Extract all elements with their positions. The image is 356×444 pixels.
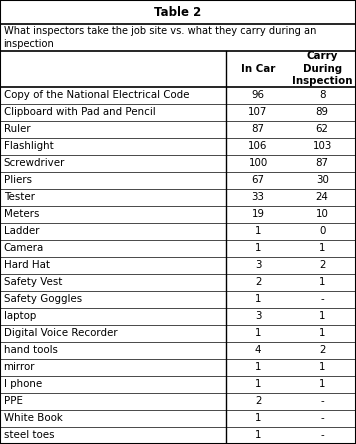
Text: -: - <box>320 431 324 440</box>
Text: 1: 1 <box>319 362 325 373</box>
Text: Flashlight: Flashlight <box>4 141 53 151</box>
Text: Table 2: Table 2 <box>155 6 201 19</box>
Text: Tester: Tester <box>4 192 35 202</box>
Text: 1: 1 <box>319 380 325 389</box>
Text: Digital Voice Recorder: Digital Voice Recorder <box>4 329 117 338</box>
Text: steel toes: steel toes <box>4 431 54 440</box>
Text: 3: 3 <box>255 260 261 270</box>
Text: 1: 1 <box>319 243 325 253</box>
Text: PPE: PPE <box>4 396 22 406</box>
Text: Screwdriver: Screwdriver <box>4 158 65 168</box>
Text: 1: 1 <box>255 380 261 389</box>
Text: Safety Vest: Safety Vest <box>4 278 62 287</box>
Text: In Car: In Car <box>241 64 275 74</box>
Text: 4: 4 <box>255 345 261 355</box>
Text: Camera: Camera <box>4 243 44 253</box>
Text: 1: 1 <box>255 226 261 236</box>
Text: 1: 1 <box>319 278 325 287</box>
Text: Carry
During
Inspection: Carry During Inspection <box>292 52 352 86</box>
Text: Copy of the National Electrical Code: Copy of the National Electrical Code <box>4 90 189 100</box>
Text: Ruler: Ruler <box>4 124 30 134</box>
Text: 30: 30 <box>316 175 329 185</box>
Text: 1: 1 <box>255 431 261 440</box>
Text: -: - <box>320 413 324 424</box>
Text: 96: 96 <box>252 90 265 100</box>
Text: 1: 1 <box>319 329 325 338</box>
Text: 62: 62 <box>316 124 329 134</box>
Text: White Book: White Book <box>4 413 62 424</box>
Text: What inspectors take the job site vs. what they carry during an
inspection: What inspectors take the job site vs. wh… <box>4 26 316 49</box>
Text: 2: 2 <box>319 345 325 355</box>
Text: 19: 19 <box>252 209 265 219</box>
Text: Meters: Meters <box>4 209 39 219</box>
Text: 24: 24 <box>316 192 329 202</box>
Text: mirror: mirror <box>4 362 35 373</box>
Text: 89: 89 <box>316 107 329 117</box>
Text: 67: 67 <box>252 175 265 185</box>
Text: laptop: laptop <box>4 311 36 321</box>
Text: 33: 33 <box>252 192 265 202</box>
Text: hand tools: hand tools <box>4 345 57 355</box>
Text: 1: 1 <box>255 362 261 373</box>
Text: 0: 0 <box>319 226 325 236</box>
Text: 1: 1 <box>255 294 261 304</box>
Text: 106: 106 <box>248 141 268 151</box>
Text: 3: 3 <box>255 311 261 321</box>
Text: 1: 1 <box>319 311 325 321</box>
Text: 2: 2 <box>255 278 261 287</box>
Text: 10: 10 <box>316 209 329 219</box>
Text: -: - <box>320 396 324 406</box>
Text: I phone: I phone <box>4 380 42 389</box>
Text: Clipboard with Pad and Pencil: Clipboard with Pad and Pencil <box>4 107 155 117</box>
Text: 1: 1 <box>255 413 261 424</box>
Text: Safety Goggles: Safety Goggles <box>4 294 82 304</box>
Text: 87: 87 <box>316 158 329 168</box>
Text: Ladder: Ladder <box>4 226 39 236</box>
Text: 1: 1 <box>255 243 261 253</box>
Text: Hard Hat: Hard Hat <box>4 260 49 270</box>
Text: -: - <box>320 294 324 304</box>
Text: 2: 2 <box>319 260 325 270</box>
Text: 8: 8 <box>319 90 325 100</box>
Text: Pliers: Pliers <box>4 175 32 185</box>
Text: 1: 1 <box>255 329 261 338</box>
Text: 107: 107 <box>248 107 268 117</box>
Text: 87: 87 <box>252 124 265 134</box>
Text: 103: 103 <box>313 141 332 151</box>
Text: 100: 100 <box>248 158 268 168</box>
Text: 2: 2 <box>255 396 261 406</box>
